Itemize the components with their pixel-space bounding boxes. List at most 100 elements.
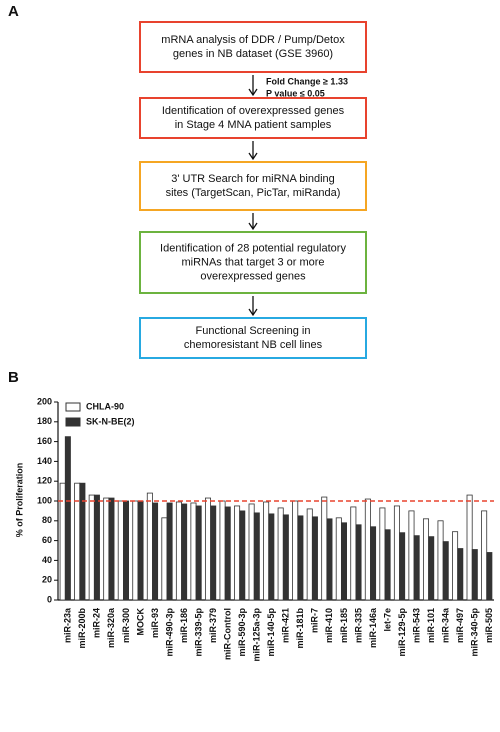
y-tick-label: 180 — [37, 416, 52, 426]
flow-box — [139, 21, 367, 73]
bar — [166, 502, 173, 601]
bar — [117, 500, 124, 601]
bar — [219, 500, 226, 601]
x-tick-label: miR-186 — [179, 608, 189, 643]
bar — [350, 506, 357, 601]
flow-text: Identification of 28 potential regulator… — [160, 242, 346, 254]
panel-label: A — [8, 3, 19, 20]
flow-arrowhead — [248, 152, 258, 161]
flow-text: in Stage 4 MNA patient samples — [175, 119, 332, 131]
legend-label: CHLA-90 — [86, 401, 124, 411]
bar — [204, 497, 211, 601]
flow-box — [139, 231, 367, 294]
x-tick-label: miR-146a — [368, 607, 378, 648]
x-tick-label: miR-34a — [441, 607, 451, 643]
x-tick-label: miR-140-5p — [266, 607, 276, 656]
x-tick-label: MOCK — [135, 608, 145, 636]
flow-box — [139, 161, 367, 211]
x-tick-label: miR-125a-3p — [252, 608, 262, 662]
flow-text: mRNA analysis of DDR / Pump/Detox — [161, 34, 345, 46]
x-tick-label: miR-590-3p — [237, 607, 247, 656]
bar — [335, 517, 342, 601]
x-tick-label: miR-543 — [411, 608, 421, 643]
bar — [175, 501, 182, 601]
bar — [442, 541, 449, 601]
x-tick-label: miR-24 — [92, 608, 102, 638]
flow-text: sites (TargetScan, PicTar, miRanda) — [166, 187, 341, 199]
flow-text: genes in NB dataset (GSE 3960) — [173, 48, 333, 60]
bar — [340, 522, 347, 601]
flow-arrowhead — [248, 88, 258, 97]
bar — [452, 531, 459, 601]
panel-label: B — [8, 369, 19, 386]
bar — [466, 494, 473, 601]
bar — [88, 494, 95, 601]
y-tick-label: 100 — [37, 495, 52, 505]
bar — [379, 507, 386, 601]
x-tick-label: miR-410 — [324, 608, 334, 643]
x-tick-label: miR-490-3p — [164, 607, 174, 656]
flow-text: 3' UTR Search for miRNA binding — [171, 173, 335, 185]
bar — [210, 505, 217, 601]
x-tick-label: miR-379 — [208, 608, 218, 643]
bar — [123, 500, 130, 601]
y-tick-label: 20 — [42, 575, 52, 585]
bar — [248, 503, 255, 601]
x-tick-label: miR-340-5p — [470, 607, 480, 656]
bar — [146, 492, 153, 601]
flow-box — [139, 97, 367, 139]
bar — [263, 501, 270, 601]
bar — [161, 517, 168, 601]
y-tick-label: 200 — [37, 396, 52, 406]
x-tick-label: miR-320a — [106, 607, 116, 648]
y-tick-label: 120 — [37, 476, 52, 486]
x-tick-label: miR-497 — [455, 608, 465, 643]
bar — [384, 529, 391, 601]
bar — [437, 520, 444, 601]
bar — [311, 516, 318, 601]
y-tick-label: 140 — [37, 456, 52, 466]
bar — [457, 548, 464, 601]
bar — [268, 513, 275, 601]
bar — [132, 500, 139, 601]
legend-label: SK-N-BE(2) — [86, 416, 135, 426]
flow-arrowhead — [248, 308, 258, 317]
y-tick-label: 80 — [42, 515, 52, 525]
x-tick-label: miR-185 — [339, 608, 349, 643]
x-tick-label: miR-335 — [353, 608, 363, 643]
x-tick-label: miR-181b — [295, 608, 305, 649]
bar — [408, 510, 415, 601]
flow-text: overexpressed genes — [200, 270, 306, 282]
flow-arrowhead — [248, 222, 258, 231]
y-tick-label: 40 — [42, 555, 52, 565]
bar — [471, 549, 478, 601]
x-tick-label: miR-339-5p — [193, 607, 203, 656]
flow-text: Identification of overexpressed genes — [162, 105, 345, 117]
bar — [239, 510, 246, 601]
x-tick-label: miR-23a — [63, 607, 73, 643]
x-tick-label: miR-101 — [426, 608, 436, 643]
flow-text: Functional Screening in — [196, 325, 311, 337]
bar — [282, 514, 289, 601]
bar — [108, 497, 115, 601]
bar — [277, 507, 284, 601]
bar — [64, 436, 71, 601]
legend-swatch — [65, 417, 81, 427]
flow-text: miRNAs that target 3 or more — [181, 256, 324, 268]
x-tick-label: miR-93 — [150, 608, 160, 638]
annotation: Fold Change ≥ 1.33 — [266, 76, 348, 86]
bar — [137, 500, 144, 601]
bar — [399, 532, 406, 601]
bar — [181, 503, 188, 601]
bar — [486, 552, 493, 601]
bar — [297, 515, 304, 601]
x-tick-label: miR-421 — [281, 608, 291, 643]
x-tick-label: let-7e — [382, 608, 392, 632]
bar — [93, 494, 100, 601]
bar — [321, 496, 328, 601]
y-axis-label: % of Proliferation — [14, 463, 24, 538]
y-tick-label: 160 — [37, 436, 52, 446]
bar — [422, 518, 429, 601]
bar — [364, 498, 371, 601]
